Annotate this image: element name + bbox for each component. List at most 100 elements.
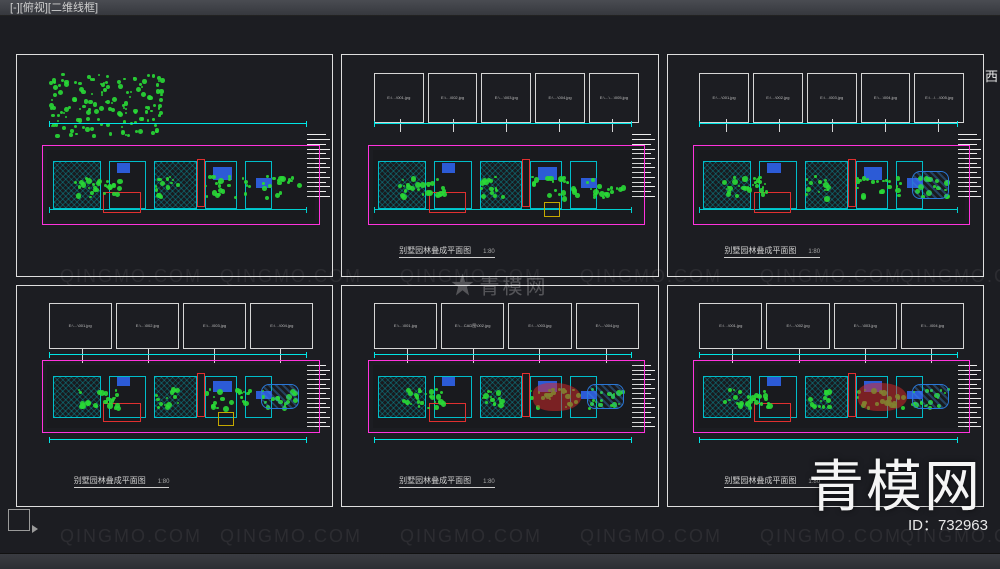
room — [154, 161, 197, 208]
room — [378, 376, 426, 419]
callout-box: E:\…\003.jpg — [508, 303, 571, 349]
room — [480, 161, 523, 208]
callout-box: E:\…\003.jpg — [183, 303, 246, 349]
fixture — [117, 163, 130, 173]
wall — [848, 373, 856, 417]
landscape-mass — [858, 383, 906, 411]
ucs-icon[interactable] — [8, 503, 36, 531]
plan-scale: 1:80 — [808, 249, 820, 255]
wall — [754, 403, 791, 422]
room — [53, 376, 101, 419]
drawing-sheet: E:\…\001.jpgE:\…\002.jpgE:\…\003.jpgE:\…… — [16, 285, 333, 508]
floor-plan — [693, 145, 971, 224]
water-feature — [587, 384, 624, 409]
plan-scale: 1:80 — [483, 249, 495, 255]
floor-plan — [693, 360, 971, 433]
bottom-bar — [0, 553, 1000, 569]
image-callouts: E:\…\001.jpgE:\…\002.jpgE:\…\003.jpgE:\…… — [699, 303, 964, 349]
fixture — [767, 377, 780, 386]
image-callouts: E:\…\001.jpgE:\…CAD图\002.jpgE:\…\003.jpg… — [374, 303, 639, 349]
callout-box: E:\…CAD图\002.jpg — [441, 303, 504, 349]
fixture — [538, 167, 557, 179]
room — [378, 161, 426, 208]
callout-box: E:\…\003.jpg — [481, 73, 531, 124]
floor-plan — [42, 145, 320, 224]
callout-box: E:\…\001.jpg — [374, 303, 437, 349]
drawing-sheet: E:\…\001.jpgE:\…CAD图\002.jpgE:\…\003.jpg… — [341, 285, 658, 508]
callout-box: E:\…\004.jpg — [901, 303, 964, 349]
plan-title-text: 别墅园林叠成平面图 — [399, 245, 471, 256]
plan-title-text: 别墅园林叠成平面图 — [399, 475, 471, 486]
image-callouts: E:\…\001.jpgE:\…\002.jpgE:\…\003.jpgE:\…… — [374, 73, 639, 124]
room — [703, 161, 751, 208]
drawing-sheets-grid: E:\…\001.jpgE:\…\002.jpgE:\…\003.jpgE:\…… — [16, 54, 984, 507]
room — [805, 161, 848, 208]
image-callouts: E:\…\001.jpgE:\…\002.jpgE:\…\003.jpgE:\…… — [49, 303, 314, 349]
room — [154, 376, 197, 419]
water-feature — [912, 384, 949, 409]
callout-box: E:\…\001.jpg — [374, 73, 424, 124]
room — [703, 376, 751, 419]
wall — [103, 192, 140, 213]
room — [53, 161, 101, 208]
drawing-sheet: E:\…\001.jpgE:\…\002.jpgE:\…\003.jpgE:\…… — [667, 285, 984, 508]
plan-title: 别墅园林叠成平面图 1:80 — [399, 245, 495, 258]
watermark-text: QINGMO.COM — [220, 526, 362, 547]
callout-box: E:\…\002.jpg — [116, 303, 179, 349]
wall — [522, 159, 530, 208]
view-tab[interactable]: [-][俯视][二维线框] — [0, 0, 108, 16]
fixture — [256, 178, 272, 188]
callout-box: E:\…\001.jpg — [49, 303, 112, 349]
plan-scale: 1:80 — [808, 479, 820, 485]
id-label: ID：732963 — [908, 514, 988, 535]
callout-box: E:\…\…\005.jpg — [589, 73, 639, 124]
plan-scale: 1:80 — [158, 479, 170, 485]
fixture — [442, 377, 455, 386]
room — [805, 376, 848, 419]
cad-canvas[interactable]: E:\…\001.jpgE:\…\002.jpgE:\…\003.jpgE:\…… — [0, 16, 1000, 553]
water-feature — [261, 384, 298, 409]
wall — [429, 403, 466, 422]
plan-title: 别墅园林叠成平面图1:80 — [724, 245, 820, 258]
fixture — [767, 163, 780, 173]
callout-box: E:\…\002.jpg — [766, 303, 829, 349]
wall — [197, 159, 205, 208]
fixture — [213, 167, 232, 179]
landscape-mass — [533, 383, 581, 411]
callout-box: E:\…\003.jpg — [807, 73, 857, 124]
room — [480, 376, 523, 419]
plan-title: 别墅园林叠成平面图 1:80 — [724, 475, 820, 488]
wall — [197, 373, 205, 417]
fixture — [442, 163, 455, 173]
callout-box: E:\…\004.jpg — [535, 73, 585, 124]
callout-box: E:\…\002.jpg — [428, 73, 478, 124]
floor-plan — [42, 360, 320, 433]
plan-title-text: 别墅园林叠成平面图 — [724, 475, 796, 486]
watermark-text: QINGMO.COM — [60, 526, 202, 547]
wall — [522, 373, 530, 417]
wall — [429, 192, 466, 213]
fixture — [864, 167, 883, 179]
water-feature — [912, 171, 949, 199]
callout-box: E:\…\…\005.jpg — [914, 73, 964, 124]
plan-title: 别墅园林叠成平面图 1:80 — [74, 475, 170, 488]
fixture — [581, 178, 597, 188]
watermark-text: QINGMO.COM — [580, 526, 722, 547]
drawing-sheet — [16, 54, 333, 277]
image-callouts: E:\…\001.jpgE:\…\002.jpgE:\…\003.jpg E:\…… — [699, 73, 964, 124]
callout-box: E:\…\002.jpg — [753, 73, 803, 124]
callout-box: E:\…\003.jpg — [834, 303, 897, 349]
watermark-text: QINGMO.COM — [400, 526, 542, 547]
floor-plan — [368, 360, 646, 433]
callout-box: E:\…\001.jpg — [699, 73, 749, 124]
wall — [103, 403, 140, 422]
plan-title-text: 别墅园林叠成平面图 — [74, 475, 146, 486]
callout-box: E:\…\001.jpg — [699, 303, 762, 349]
plan-title: 别墅园林叠成平面图 1:80 — [399, 475, 495, 488]
right-edge-char: 西 — [985, 66, 998, 85]
plan-scale: 1:80 — [483, 479, 495, 485]
callout-box: E:\…\004.jpg — [576, 303, 639, 349]
fixture — [213, 381, 232, 392]
callout-box: E:\…\004.jpg — [250, 303, 313, 349]
drawing-sheet: E:\…\001.jpgE:\…\002.jpgE:\…\003.jpg E:\…… — [667, 54, 984, 277]
